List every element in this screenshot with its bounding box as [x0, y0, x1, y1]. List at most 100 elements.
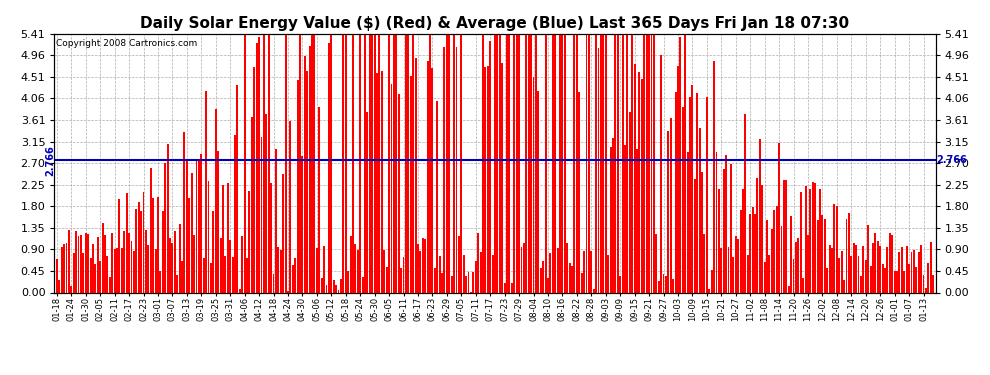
Bar [679, 37, 681, 292]
Bar [458, 236, 459, 292]
Bar [925, 288, 927, 292]
Bar [347, 271, 349, 292]
Bar [800, 192, 802, 292]
Bar [128, 233, 130, 292]
Bar [299, 34, 301, 292]
Bar [746, 255, 748, 292]
Bar [217, 151, 219, 292]
Bar [448, 34, 450, 292]
Bar [111, 233, 113, 292]
Bar [107, 256, 108, 292]
Bar [547, 278, 548, 292]
Bar [496, 34, 498, 292]
Bar [472, 272, 474, 292]
Bar [857, 256, 859, 292]
Bar [706, 97, 708, 292]
Bar [453, 34, 455, 292]
Bar [636, 149, 638, 292]
Bar [903, 271, 905, 292]
Bar [373, 34, 375, 292]
Bar [874, 233, 876, 292]
Bar [294, 258, 296, 292]
Bar [829, 245, 831, 292]
Bar [143, 192, 145, 292]
Bar [178, 224, 180, 292]
Bar [87, 234, 89, 292]
Bar [526, 34, 528, 292]
Bar [225, 256, 227, 292]
Bar [284, 34, 286, 292]
Bar [383, 250, 385, 292]
Bar [186, 161, 188, 292]
Bar [600, 34, 602, 292]
Bar [282, 174, 284, 292]
Bar [766, 220, 768, 292]
Bar [696, 93, 698, 292]
Bar [230, 240, 231, 292]
Bar [578, 92, 580, 292]
Bar [477, 233, 479, 292]
Bar [657, 281, 659, 292]
Bar [501, 63, 503, 292]
Bar [316, 249, 318, 292]
Bar [913, 250, 915, 292]
Bar [602, 34, 604, 292]
Bar [336, 285, 337, 292]
Bar [865, 260, 866, 292]
Bar [571, 266, 573, 292]
Bar [622, 34, 624, 292]
Bar [581, 273, 583, 292]
Text: Copyright 2008 Cartronics.com: Copyright 2008 Cartronics.com [56, 39, 197, 48]
Bar [314, 34, 316, 292]
Bar [889, 233, 891, 292]
Bar [677, 66, 679, 292]
Text: 2.766: 2.766 [937, 155, 967, 165]
Bar [439, 256, 441, 292]
Bar [388, 34, 390, 292]
Bar [289, 122, 291, 292]
Bar [311, 34, 313, 292]
Bar [484, 67, 486, 292]
Bar [161, 211, 163, 292]
Bar [751, 207, 753, 292]
Bar [82, 252, 84, 292]
Bar [75, 231, 77, 292]
Bar [899, 252, 900, 292]
Bar [378, 34, 380, 292]
Bar [183, 132, 185, 292]
Bar [862, 246, 864, 292]
Bar [213, 211, 214, 292]
Bar [265, 114, 267, 292]
Bar [467, 272, 469, 292]
Bar [356, 250, 358, 292]
Bar [198, 160, 200, 292]
Bar [605, 34, 607, 292]
Bar [376, 74, 378, 292]
Bar [778, 143, 780, 292]
Bar [181, 261, 183, 292]
Bar [422, 238, 424, 292]
Bar [390, 84, 392, 292]
Bar [855, 244, 857, 292]
Bar [141, 211, 143, 292]
Bar [735, 236, 737, 292]
Bar [689, 98, 691, 292]
Bar [886, 247, 888, 292]
Bar [403, 256, 405, 292]
Bar [364, 34, 366, 292]
Bar [533, 77, 535, 292]
Bar [831, 248, 833, 292]
Bar [145, 230, 147, 292]
Bar [415, 58, 417, 292]
Bar [114, 249, 116, 292]
Bar [267, 34, 269, 292]
Bar [63, 244, 65, 292]
Bar [248, 191, 250, 292]
Bar [687, 152, 689, 292]
Bar [429, 34, 431, 292]
Bar [366, 112, 368, 292]
Bar [872, 243, 874, 292]
Bar [65, 243, 67, 292]
Bar [479, 252, 481, 292]
Bar [405, 34, 407, 292]
